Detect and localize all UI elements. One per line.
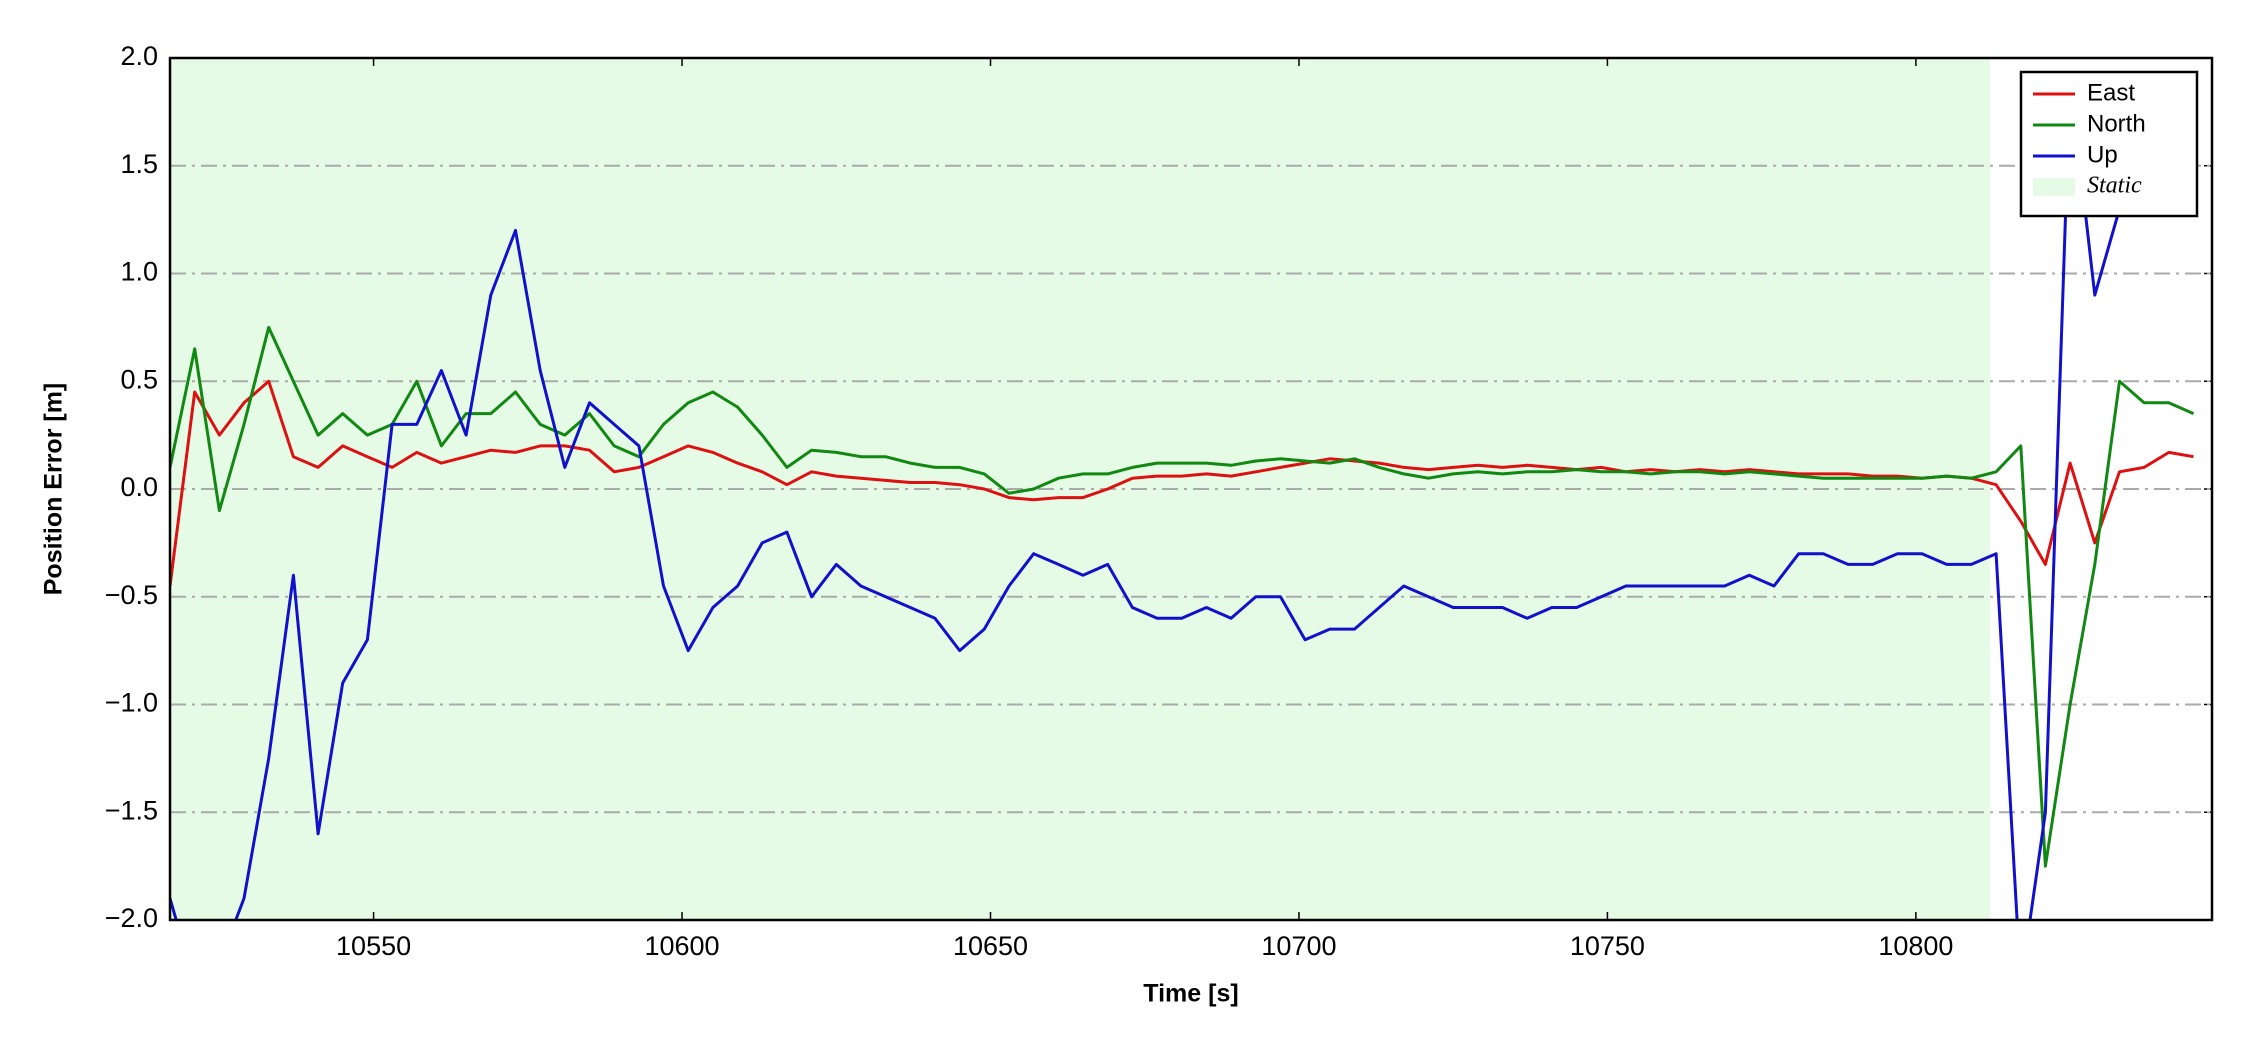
y-tick-label: −1.0	[105, 688, 158, 718]
data-line	[170, 379, 2194, 587]
x-tick-label: 10550	[336, 931, 411, 961]
x-tick-label: 10700	[1261, 931, 1336, 961]
y-axis-label: Position Error [m]	[40, 383, 68, 596]
y-tick-label: 1.5	[120, 149, 158, 179]
legend-label: North	[2087, 110, 2146, 137]
y-tick-label: −0.5	[105, 580, 158, 610]
legend-label: Up	[2087, 141, 2118, 168]
data-line	[170, 325, 2195, 868]
data-line	[170, 78, 2195, 920]
y-tick-label: 0.0	[120, 472, 158, 502]
x-tick-label: 10650	[953, 931, 1028, 961]
legend: East North Up Static	[2019, 70, 2199, 218]
y-tick-label: −1.5	[105, 795, 158, 825]
y-tick-label: 1.0	[120, 257, 158, 287]
legend-label: East	[2087, 79, 2135, 106]
plot-frame	[168, 56, 2214, 922]
legend-swatch	[2033, 178, 2075, 196]
legend-label: Static	[2087, 173, 2142, 199]
y-tick-label: 0.5	[120, 364, 158, 394]
x-tick-label: 10750	[1570, 931, 1645, 961]
x-tick-label: 10800	[1878, 931, 1953, 961]
y-tick-label: −2.0	[105, 903, 158, 933]
y-tick-label: 2.0	[120, 41, 158, 71]
x-tick-label: 10600	[644, 931, 719, 961]
x-axis-label: Time [s]	[1143, 980, 1238, 1008]
